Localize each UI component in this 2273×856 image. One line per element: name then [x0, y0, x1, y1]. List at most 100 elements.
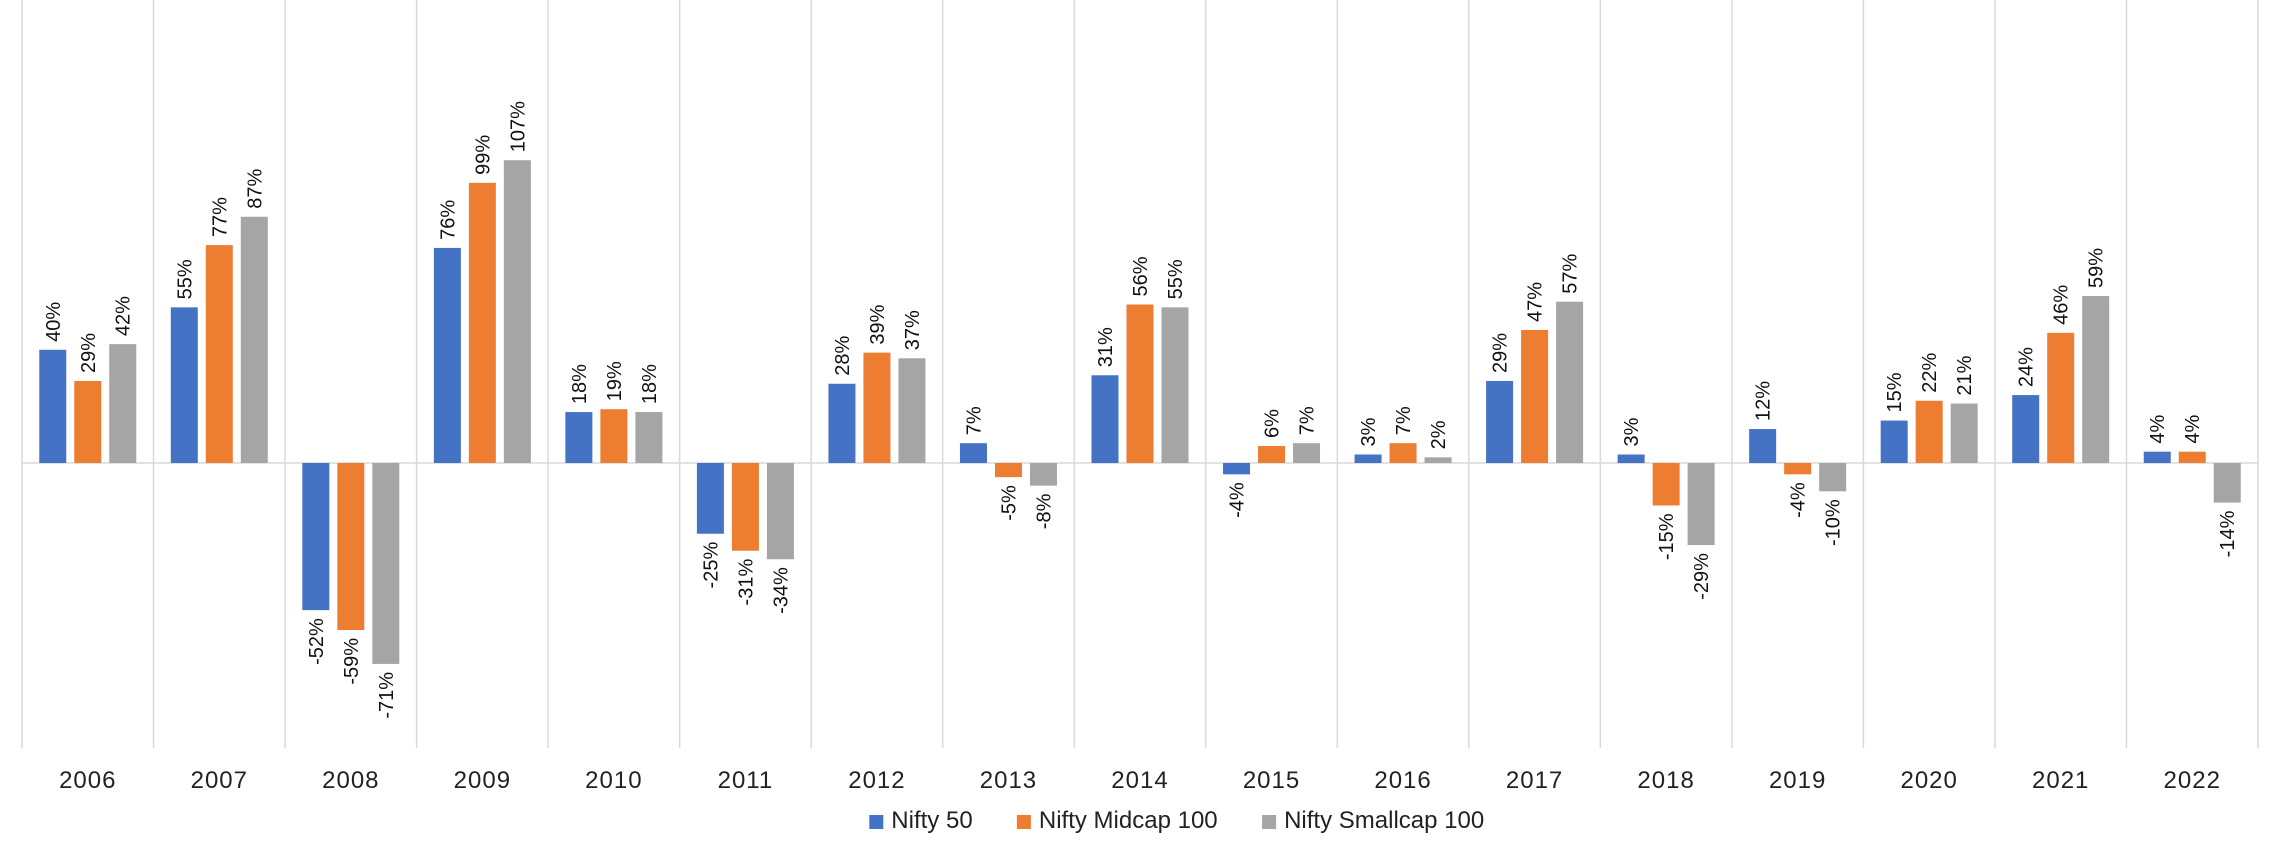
data-label: 18%	[639, 364, 661, 404]
category-label-2018: 2018	[1637, 767, 1694, 794]
bar-2009-nifty-smallcap-100	[503, 160, 531, 463]
category-label-2022: 2022	[2164, 767, 2221, 794]
category-label-2015: 2015	[1243, 767, 1300, 794]
bar-2010-nifty-50	[565, 412, 593, 463]
category-label-2014: 2014	[1111, 767, 1168, 794]
data-label: 31%	[1095, 327, 1117, 367]
bar-2008-nifty-smallcap-100	[372, 463, 400, 664]
bar-2011-nifty-50	[696, 463, 724, 534]
category-axis: 2006 2007 2008 2009 2010 2011 2012 2013 2014 2015…	[59, 767, 2221, 794]
bar-2011-nifty-smallcap-100	[766, 463, 794, 560]
data-label: 21%	[1954, 355, 1976, 395]
data-label: -31%	[735, 559, 757, 606]
bar-2022-nifty-midcap-100	[2178, 451, 2206, 463]
bar-2013-nifty-smallcap-100	[1029, 463, 1057, 486]
bar-2010-nifty-smallcap-100	[635, 412, 663, 463]
category-label-2012: 2012	[848, 767, 905, 794]
category-label-2011: 2011	[718, 767, 774, 794]
bar-2012-nifty-midcap-100	[863, 352, 891, 463]
bar-2010-nifty-midcap-100	[600, 409, 628, 463]
bar-2016-nifty-midcap-100	[1389, 443, 1417, 463]
data-label: 107%	[507, 101, 529, 152]
bar-2012-nifty-50	[828, 383, 856, 463]
bar-2014-nifty-midcap-100	[1126, 304, 1154, 463]
data-label: 22%	[1919, 352, 1941, 392]
data-label: 46%	[2051, 285, 2073, 325]
bar-2018-nifty-50	[1617, 454, 1645, 463]
bar-2015-nifty-midcap-100	[1258, 446, 1286, 463]
data-label: 28%	[832, 336, 854, 376]
bar-2019-nifty-50	[1749, 429, 1777, 463]
category-label-2006: 2006	[59, 767, 116, 794]
bar-2018-nifty-smallcap-100	[1687, 463, 1715, 546]
data-label: -29%	[1691, 553, 1713, 600]
bar-2006-nifty-midcap-100	[74, 380, 102, 463]
data-label: 7%	[1297, 406, 1319, 435]
bar-2014-nifty-50	[1091, 375, 1119, 463]
bar-2020-nifty-midcap-100	[1915, 400, 1943, 463]
legend-item-nifty-50: Nifty 50	[869, 807, 973, 834]
bar-2007-nifty-midcap-100	[205, 245, 233, 463]
bar-2012-nifty-smallcap-100	[898, 358, 926, 463]
category-label-2019: 2019	[1769, 767, 1826, 794]
bar-2007-nifty-smallcap-100	[240, 216, 268, 463]
bar-2008-nifty-50	[302, 463, 330, 611]
data-label: -14%	[2217, 510, 2239, 557]
bar-2015-nifty-50	[1223, 463, 1251, 475]
data-label: 3%	[1358, 417, 1380, 446]
data-label: 15%	[1884, 372, 1906, 412]
bar-2021-nifty-50	[2012, 395, 2040, 463]
data-label: 7%	[1393, 406, 1415, 435]
bar-2021-nifty-midcap-100	[2047, 332, 2075, 463]
category-label-2016: 2016	[1374, 767, 1431, 794]
data-label: 42%	[113, 296, 135, 336]
data-label: 57%	[1560, 253, 1582, 293]
data-label: -71%	[376, 672, 398, 719]
category-label-2008: 2008	[322, 767, 379, 794]
category-label-2010: 2010	[585, 767, 642, 794]
data-label: -25%	[700, 542, 722, 589]
data-label: 19%	[604, 361, 626, 401]
data-label: -8%	[1033, 493, 1055, 529]
data-label: 29%	[78, 333, 100, 373]
data-label: 55%	[174, 259, 196, 299]
legend-label: Nifty Smallcap 100	[1284, 807, 1484, 834]
data-label: 59%	[2086, 248, 2108, 288]
data-label: 47%	[1525, 282, 1547, 322]
data-label: 99%	[472, 135, 494, 175]
data-label: 37%	[902, 310, 924, 350]
bars	[39, 160, 2241, 664]
data-label: -34%	[770, 567, 792, 614]
legend-label: Nifty 50	[891, 807, 972, 834]
bar-2022-nifty-50	[2143, 451, 2171, 463]
data-label: -4%	[1788, 482, 1810, 518]
data-label: 3%	[1621, 417, 1643, 446]
category-label-2021: 2021	[2032, 767, 2089, 794]
category-label-2007: 2007	[191, 767, 248, 794]
data-label: -15%	[1656, 513, 1678, 560]
category-label-2009: 2009	[454, 767, 511, 794]
bar-2016-nifty-50	[1354, 454, 1382, 463]
bar-2019-nifty-smallcap-100	[1819, 463, 1847, 492]
legend-swatch	[1262, 815, 1277, 829]
bar-2011-nifty-midcap-100	[731, 463, 759, 551]
data-labels: 40% 29% 42% 55% 77% 87% -52% -59% -71% 76% 99% 107%…	[43, 101, 2239, 719]
data-label: -59%	[341, 638, 363, 685]
data-label: -4%	[1227, 482, 1249, 518]
data-label: 56%	[1130, 256, 1152, 296]
data-label: 4%	[2147, 415, 2169, 444]
bar-2015-nifty-smallcap-100	[1293, 443, 1321, 463]
legend: Nifty 50 Nifty Midcap 100 Nifty Smallcap 1…	[869, 807, 1484, 834]
bar-2021-nifty-smallcap-100	[2082, 296, 2110, 463]
data-label: 39%	[867, 304, 889, 344]
bar-2007-nifty-50	[170, 307, 198, 463]
bar-2009-nifty-midcap-100	[468, 182, 496, 463]
data-label: 76%	[437, 200, 459, 240]
bar-2009-nifty-50	[433, 247, 461, 463]
legend-item-nifty-midcap-100: Nifty Midcap 100	[1016, 807, 1218, 834]
data-label: 40%	[43, 302, 65, 342]
bar-2017-nifty-50	[1486, 380, 1514, 463]
legend-item-nifty-smallcap-100: Nifty Smallcap 100	[1262, 807, 1484, 834]
bar-2013-nifty-50	[959, 443, 987, 463]
